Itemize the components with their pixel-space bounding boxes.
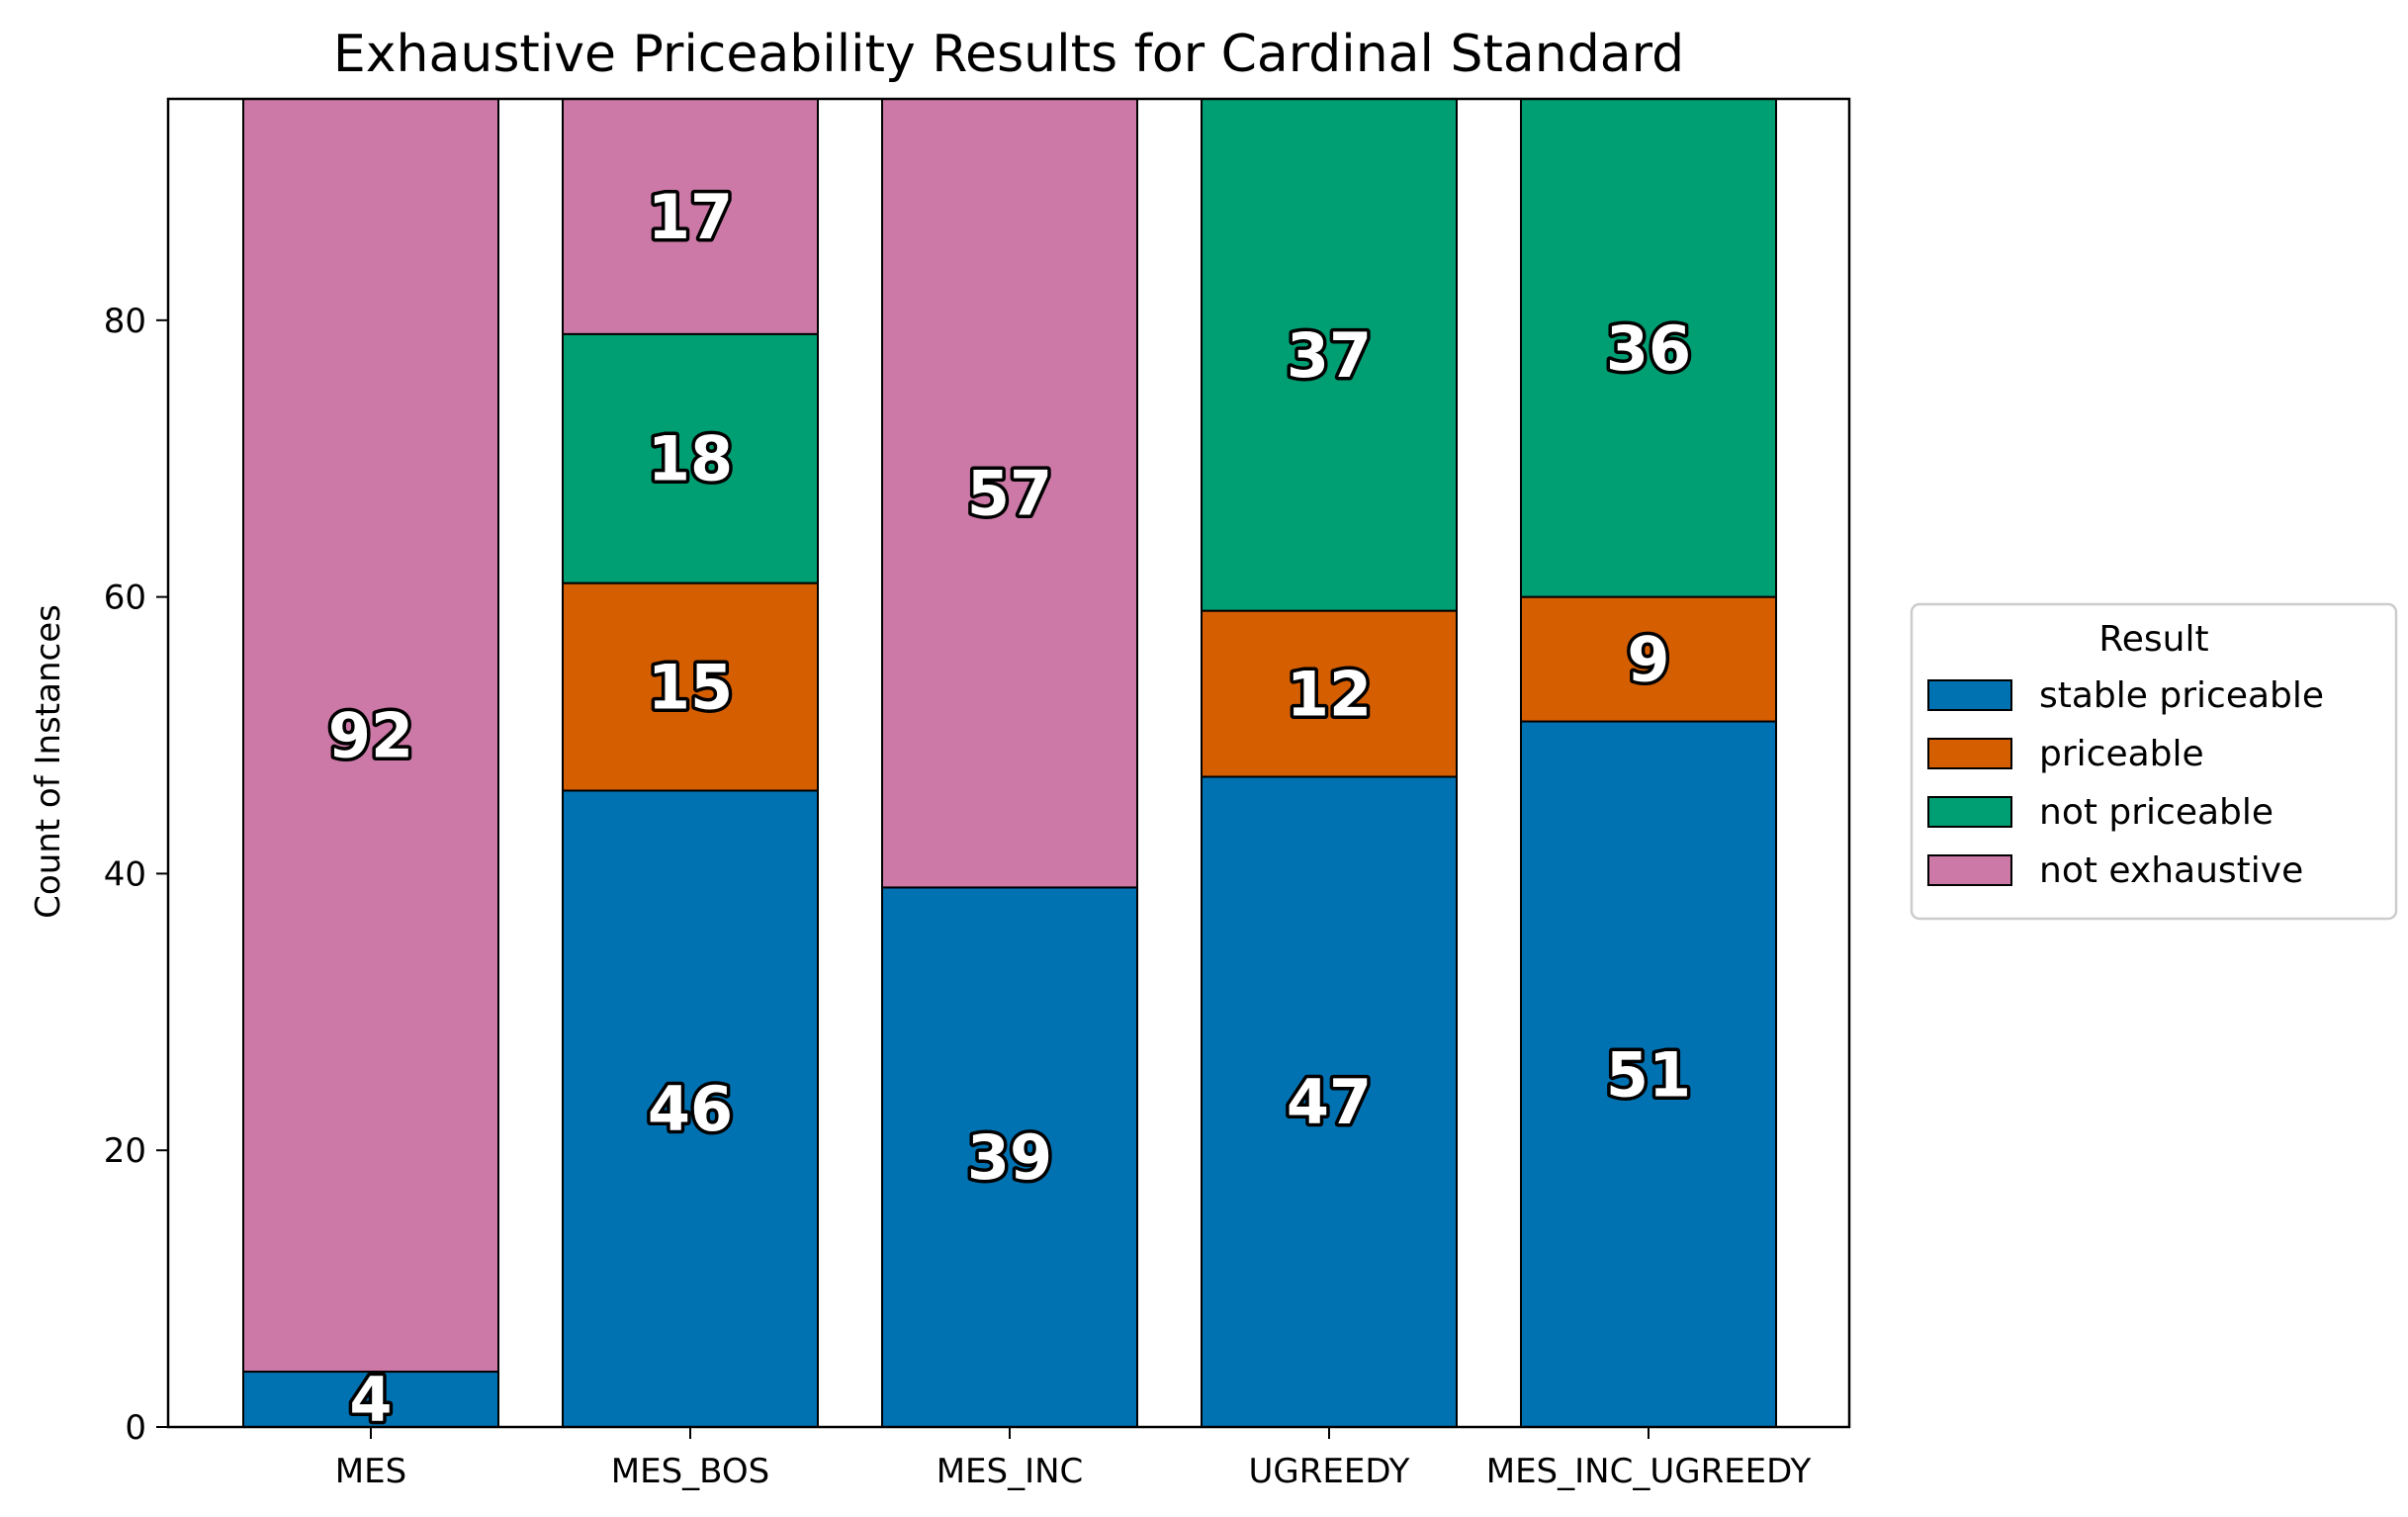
bar-value-label: 18 <box>648 423 733 495</box>
bar-value-label: 46 <box>648 1073 733 1145</box>
bar-mes-inc-ugreedy-stable-priceable <box>1520 720 1777 1428</box>
bar-mes-inc-not-exhaustive <box>881 98 1138 889</box>
bar-value-label: 39 <box>967 1121 1052 1194</box>
legend: Result stable priceable priceable not pric… <box>1910 602 2398 921</box>
bar-value-label: 37 <box>1287 319 1372 392</box>
x-tick-label: MES_BOS <box>611 1452 769 1491</box>
y-tick-label: 80 <box>104 302 146 341</box>
legend-label-stable-priceable: stable priceable <box>2039 675 2324 716</box>
bar-value-label: 92 <box>328 700 413 772</box>
legend-label-not-priceable: not priceable <box>2039 792 2274 833</box>
bar-mes-bos-priceable <box>562 581 819 792</box>
bar-value-label: 9 <box>1627 624 1669 696</box>
y-tick-label: 20 <box>104 1131 146 1171</box>
x-tick-label: UGREEDY <box>1249 1452 1410 1491</box>
bar-mes-inc-ugreedy-priceable <box>1520 595 1777 723</box>
bar-mes-bos-not-priceable <box>562 332 819 584</box>
bar-mes-inc-stable-priceable <box>881 886 1138 1428</box>
bar-mes-stable-priceable <box>242 1371 499 1428</box>
bar-value-label: 4 <box>349 1364 392 1436</box>
x-tick-label: MES <box>335 1452 406 1491</box>
bar-value-label: 51 <box>1606 1038 1691 1111</box>
bar-value-label: 17 <box>648 181 733 253</box>
bar-value-label: 12 <box>1287 659 1372 731</box>
chart-title: Exhaustive Priceability Results for Card… <box>333 25 1684 84</box>
legend-label-not-exhaustive: not exhaustive <box>2039 850 2303 891</box>
y-tick-label: 0 <box>125 1408 146 1448</box>
bar-ugreedy-not-priceable <box>1201 98 1458 612</box>
y-axis-ticks: 0 20 40 60 80 <box>104 302 168 1448</box>
legend-items: stable priceable priceable not priceable no… <box>1927 675 2324 891</box>
x-axis-ticks: MES MES_BOS MES_INC UGREEDY MES_INC_UGREEDY <box>335 1427 1812 1491</box>
bar-value-label: 47 <box>1287 1066 1372 1138</box>
legend-title: Result <box>2098 619 2208 660</box>
y-axis-label: Count of Instances <box>29 604 68 919</box>
bar-labels-group: 4 92 46 15 18 17 39 57 47 12 37 51 9 36 <box>324 177 1694 1439</box>
bar-value-label: 57 <box>967 458 1052 530</box>
legend-swatch-not-priceable <box>1927 796 2012 828</box>
bars-group <box>242 98 1777 1428</box>
legend-swatch-priceable <box>1927 738 2012 769</box>
y-tick-label: 60 <box>104 579 146 618</box>
bar-mes-not-exhaustive <box>242 98 499 1374</box>
bar-value-label: 15 <box>648 652 733 724</box>
y-tick-label: 40 <box>104 854 146 894</box>
x-tick-label: MES_INC_UGREEDY <box>1486 1452 1812 1491</box>
bar-ugreedy-priceable <box>1201 609 1458 778</box>
bar-mes-bos-not-exhaustive <box>562 98 819 335</box>
legend-swatch-not-exhaustive <box>1927 854 2012 886</box>
legend-frame <box>1910 602 2398 921</box>
bar-value-label: 36 <box>1606 312 1691 385</box>
x-tick-label: MES_INC <box>936 1452 1084 1491</box>
legend-label-priceable: priceable <box>2039 734 2204 774</box>
legend-swatch-stable-priceable <box>1927 679 2012 711</box>
